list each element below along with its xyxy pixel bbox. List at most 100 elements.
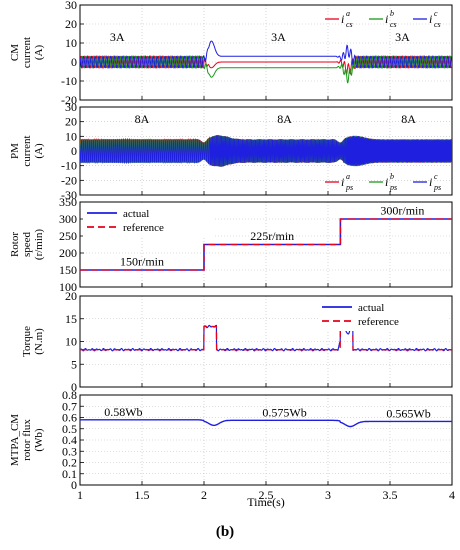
y-axis-label-line: rotor flux — [21, 419, 33, 461]
legend-superscript: c — [434, 9, 438, 18]
x-tick-label: 1.5 — [135, 488, 150, 502]
rotor-flux-line — [80, 419, 452, 428]
pm-current-c — [80, 135, 452, 167]
y-tick-label: 250 — [59, 229, 77, 243]
y-axis-label-line: Rotor — [9, 232, 21, 257]
legend: i acs i bcs i ccs — [325, 9, 441, 29]
annotation: 0.575Wb — [262, 405, 306, 419]
y-tick-label: 20 — [65, 17, 77, 31]
cm-current-c — [80, 40, 452, 69]
plot-area — [80, 135, 452, 167]
annotation: 300r/min — [380, 204, 424, 218]
legend-symbol: i — [341, 175, 344, 189]
y-axis-label-line: (A) — [33, 45, 45, 61]
y-axis-label: CM current (A) — [9, 37, 45, 68]
y-axis-label: MTPA_CM rotor flux (Wb) — [9, 414, 45, 466]
y-axis-label-line: (Wb) — [33, 428, 45, 452]
legend-label: reference — [123, 222, 164, 234]
y-tick-label: -10 — [61, 159, 77, 173]
annotation: 0.565Wb — [386, 407, 430, 421]
plot-area — [80, 40, 452, 84]
y-tick-label: 0.3 — [62, 444, 77, 458]
y-axis-label-line: MTPA_CM — [9, 414, 21, 466]
panel-4: 0 5 10 15 20 Torque (N.m) actual reference — [21, 289, 453, 394]
y-tick-label: 200 — [59, 246, 77, 260]
plot-area — [80, 419, 452, 428]
y-axis-label-line: (r/min) — [33, 229, 45, 260]
y-tick-label: 100 — [59, 280, 77, 294]
y-tick-label: 0.2 — [62, 456, 77, 470]
legend-symbol: i — [429, 175, 432, 189]
y-tick-label: 0.1 — [62, 467, 77, 481]
y-tick-label: 20 — [65, 115, 77, 129]
cm-current-b — [80, 55, 452, 84]
legend-subscript: cs — [346, 20, 353, 29]
annotation: 150r/min — [120, 255, 164, 269]
y-tick-label: 150 — [59, 263, 77, 277]
y-tick-label: 30 — [65, 0, 77, 12]
y-tick-label: 10 — [65, 36, 77, 50]
y-axis-label-line: PM — [9, 143, 21, 159]
y-tick-label: -20 — [61, 93, 77, 107]
y-tick-label: 10 — [65, 335, 77, 349]
annotation: 3A — [395, 30, 410, 44]
x-tick-label: 2.5 — [259, 488, 274, 502]
y-axis-label-line: current — [21, 135, 33, 166]
figure-label: (b) — [216, 524, 234, 540]
torque-actual-line — [80, 316, 452, 352]
legend: actual reference — [83, 205, 213, 237]
y-tick-label: 20 — [65, 289, 77, 303]
y-tick-label: -30 — [61, 188, 77, 202]
legend-subscript: cs — [434, 20, 441, 29]
annotation: 225r/min — [250, 229, 294, 243]
legend-symbol: i — [385, 175, 388, 189]
y-tick-label: 0 — [71, 380, 77, 394]
legend-label: actual — [123, 208, 149, 220]
panel-5: 00.10.20.30.40.50.60.70.8 MTPA_CM rotor fl… — [9, 388, 453, 492]
y-axis-label: PM current (A) — [9, 135, 45, 166]
y-tick-label: 0 — [71, 55, 77, 69]
x-tick-label: 2 — [201, 488, 207, 502]
legend-label: reference — [358, 316, 399, 328]
y-tick-label: 10 — [65, 129, 77, 143]
legend-box — [318, 299, 448, 331]
annotation: 8A — [277, 112, 292, 126]
legend-subscript: ps — [345, 183, 353, 192]
legend-superscript: a — [346, 9, 350, 18]
y-tick-label: -10 — [61, 74, 77, 88]
y-axis-label: Rotor speed (r/min) — [9, 229, 45, 260]
y-tick-label: 0.4 — [62, 433, 77, 447]
annotation: 3A — [271, 30, 286, 44]
y-axis-label-line: (A) — [33, 143, 45, 159]
legend-symbol: i — [341, 12, 344, 26]
x-tick-label: 1 — [77, 488, 83, 502]
annotation: 0.58Wb — [104, 405, 142, 419]
legend-superscript: b — [390, 9, 394, 18]
y-tick-label: 30 — [65, 100, 77, 114]
y-tick-label: 5 — [71, 357, 77, 371]
x-tick-label: 3 — [325, 488, 331, 502]
x-axis: 1 1.5 2 2.5 3 3.5 4 — [77, 488, 455, 502]
x-axis-label: Time(s) — [247, 495, 285, 509]
legend-label: actual — [358, 302, 384, 314]
y-tick-label: 15 — [65, 312, 77, 326]
y-tick-label: 0.8 — [62, 388, 77, 402]
legend: actual reference — [318, 299, 448, 331]
annotation: 8A — [401, 112, 416, 126]
y-axis-label-line: (N.m) — [33, 328, 45, 355]
legend-subscript: ps — [389, 183, 397, 192]
legend-subscript: ps — [433, 183, 441, 192]
x-tick-label: 3.5 — [383, 488, 398, 502]
plot-area — [80, 218, 452, 271]
legend-box — [83, 205, 213, 237]
annotation: 3A — [110, 30, 125, 44]
y-tick-label: 0 — [71, 478, 77, 492]
legend-symbol: i — [385, 12, 388, 26]
legend-subscript: cs — [390, 20, 397, 29]
legend-superscript: b — [390, 172, 394, 181]
y-axis-label-line: current — [21, 37, 33, 68]
y-axis-label-line: CM — [9, 44, 21, 61]
